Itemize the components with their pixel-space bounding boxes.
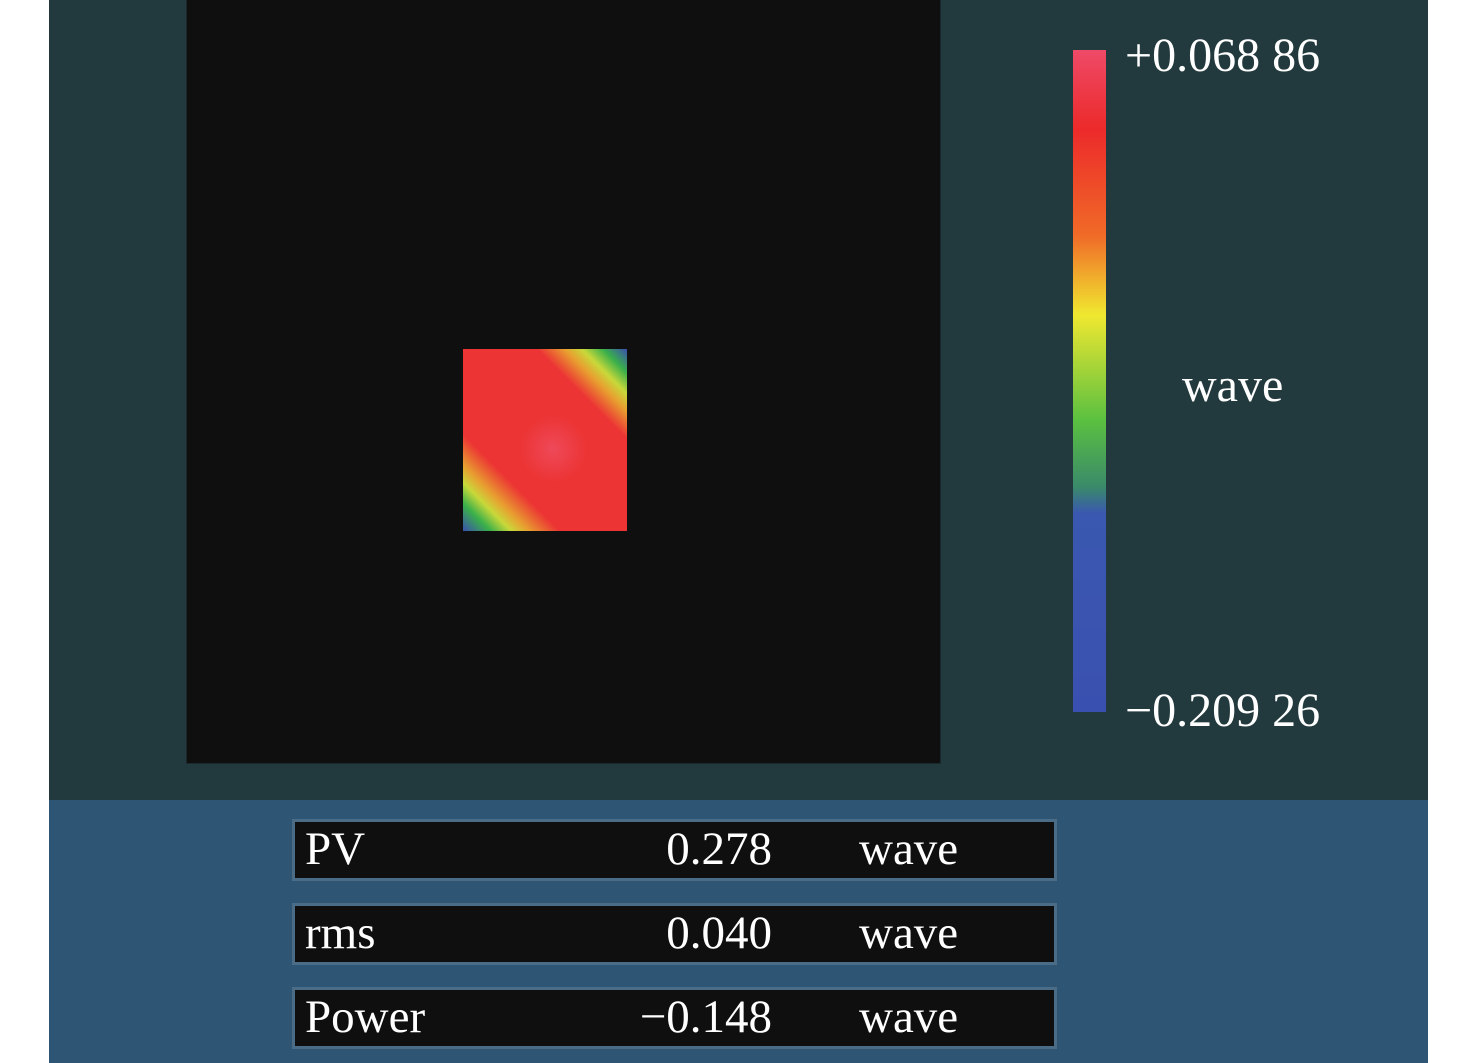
measurement-value: −0.148: [639, 991, 772, 1043]
measurement-name: Power: [305, 991, 426, 1043]
measurement-unit: wave: [859, 991, 959, 1043]
wavefront-map: [463, 349, 627, 531]
measurement-name: rms: [305, 907, 376, 959]
colorbar-min: −0.209 26: [1125, 684, 1321, 737]
measurement-value: 0.278: [666, 823, 772, 875]
colorbar-max: +0.068 86: [1125, 29, 1321, 82]
measurement-row: Power −0.148 wave: [292, 987, 1057, 1049]
measurement-row: rms 0.040 wave: [292, 903, 1057, 965]
measurement-value: 0.040: [666, 907, 772, 959]
measurement-unit: wave: [859, 907, 959, 959]
measurement-name: PV: [305, 823, 366, 875]
colorbar: [1073, 50, 1106, 712]
measurement-unit: wave: [859, 823, 959, 875]
colorbar-unit: wave: [1182, 359, 1284, 412]
measurement-row: PV 0.278 wave: [292, 819, 1057, 881]
